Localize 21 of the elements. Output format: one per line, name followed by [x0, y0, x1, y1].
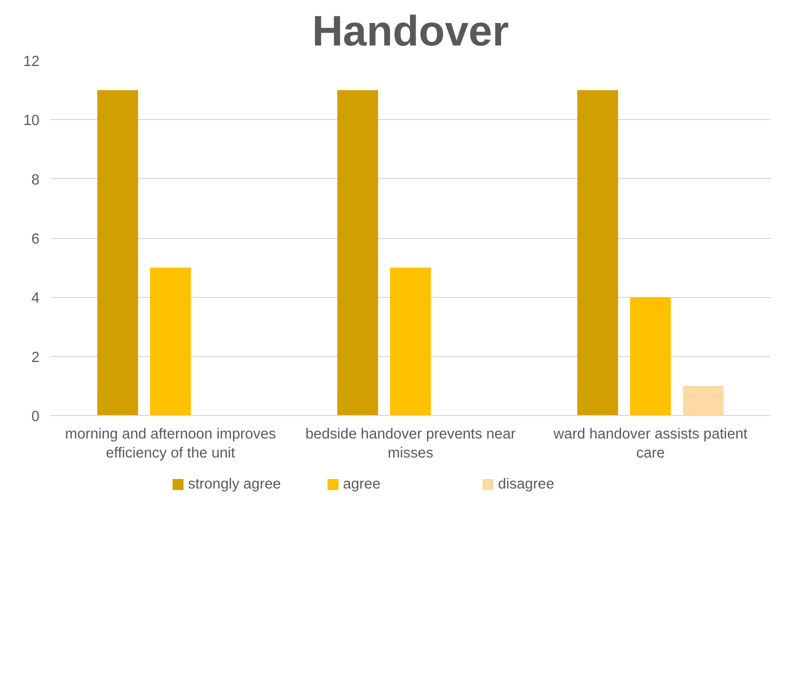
bar	[150, 268, 191, 416]
y-tick-label: 8	[31, 172, 40, 188]
y-tick-label: 2	[31, 350, 40, 366]
x-tick-label: morning and afternoon improves efficiency of the unit	[64, 426, 276, 462]
bar	[577, 90, 618, 416]
bar	[682, 386, 724, 416]
y-tick-label: 12	[23, 54, 40, 70]
y-tick-label: 10	[23, 113, 40, 130]
x-tick-label: bedside handover prevents near misses	[305, 426, 516, 462]
chart-title: Handover	[312, 8, 509, 56]
y-tick-label: 6	[31, 232, 40, 248]
bar	[337, 90, 378, 416]
bar	[390, 268, 431, 416]
bar	[97, 90, 138, 416]
y-tick-label: 0	[31, 409, 40, 425]
y-tick-label: 4	[31, 290, 40, 307]
bar	[630, 297, 671, 416]
legend-label: strongly agree	[188, 476, 281, 492]
legend-label: agree	[343, 476, 380, 492]
legend-label: disagree	[498, 476, 554, 492]
x-tick-label: ward handover assists patient care	[552, 426, 748, 462]
